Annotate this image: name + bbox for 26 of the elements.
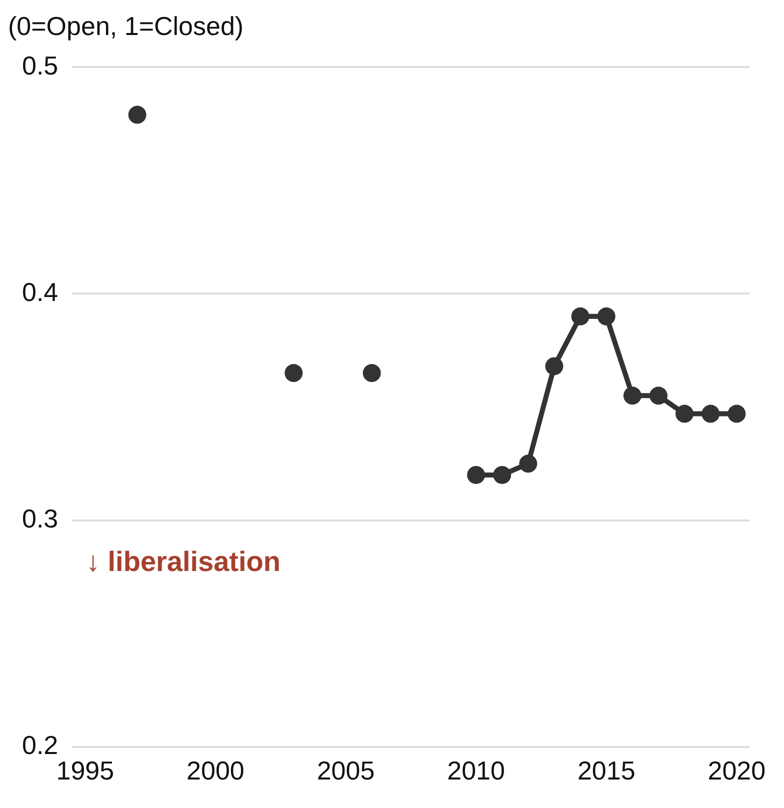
point [493,466,512,484]
point [519,454,538,473]
point [362,364,381,382]
x-tick-label: 2020 [708,756,766,786]
y-tick-label: 0.4 [22,276,58,307]
point [702,404,720,423]
point [728,404,746,423]
y-tick-label: 0.2 [22,730,58,760]
annotation: ↓ liberalisation [86,546,280,578]
x-tick-label: 1995 [56,756,114,786]
point [571,307,590,326]
chart-title: (0=Open, 1=Closed) [8,10,244,41]
point [545,357,564,376]
x-tick-label: 2005 [316,756,375,786]
x-tick-label: 2000 [186,756,244,786]
point [676,404,694,423]
point [128,106,146,124]
point [649,386,668,405]
y-tick-label: 0.3 [22,503,58,534]
point [467,466,486,484]
y-tick-label: 0.5 [22,50,58,80]
x-tick-label: 2015 [577,756,636,786]
point [623,386,642,405]
point [597,307,616,326]
point [284,364,303,382]
x-tick-label: 2010 [447,756,505,786]
